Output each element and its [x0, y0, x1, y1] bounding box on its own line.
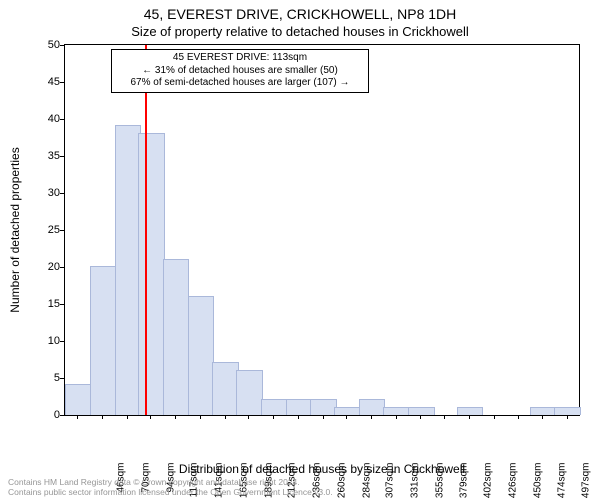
y-tick-mark: [60, 45, 64, 46]
y-tick-mark: [60, 119, 64, 120]
bar: [554, 407, 580, 415]
y-tick-label: 40: [48, 113, 60, 125]
bar: [188, 296, 214, 415]
y-tick-label: 45: [48, 76, 60, 88]
x-tick-mark: [346, 415, 347, 419]
attribution-footer: Contains HM Land Registry data © Crown c…: [8, 478, 333, 498]
bar: [408, 407, 434, 415]
x-tick-mark: [225, 415, 226, 419]
bar: [310, 399, 336, 415]
x-tick-mark: [175, 415, 176, 419]
bar: [530, 407, 556, 415]
bar: [115, 125, 141, 415]
y-tick-mark: [60, 230, 64, 231]
x-tick-label: 497sqm: [580, 463, 591, 500]
x-tick-mark: [567, 415, 568, 419]
bar: [457, 407, 483, 415]
x-tick-mark: [200, 415, 201, 419]
chart-title: Size of property relative to detached ho…: [0, 24, 600, 39]
bar: [383, 407, 409, 415]
y-tick-label: 25: [48, 224, 60, 236]
x-axis-label: Distribution of detached houses by size …: [64, 462, 580, 476]
y-tick-label: 35: [48, 150, 60, 162]
x-tick-mark: [494, 415, 495, 419]
x-tick-mark: [77, 415, 78, 419]
y-axis-label: Number of detached properties: [8, 147, 22, 312]
bar: [359, 399, 385, 415]
y-tick-label: 20: [48, 261, 60, 273]
x-tick-mark: [469, 415, 470, 419]
y-tick-mark: [60, 156, 64, 157]
x-tick-mark: [420, 415, 421, 419]
bar: [212, 362, 238, 415]
y-tick-mark: [60, 82, 64, 83]
y-tick-mark: [60, 193, 64, 194]
bar: [334, 407, 360, 415]
bar: [65, 384, 91, 415]
x-tick-mark: [248, 415, 249, 419]
footer-line-2: Contains public sector information licen…: [8, 488, 333, 498]
chart-container: 45, EVEREST DRIVE, CRICKHOWELL, NP8 1DH …: [0, 0, 600, 500]
y-tick-mark: [60, 378, 64, 379]
reference-line: [145, 45, 147, 415]
x-tick-mark: [273, 415, 274, 419]
annotation-box: 45 EVEREST DRIVE: 113sqm ← 31% of detach…: [111, 49, 369, 93]
x-tick-mark: [127, 415, 128, 419]
annotation-line-3: 67% of semi-detached houses are larger (…: [116, 77, 364, 90]
bar: [90, 266, 116, 415]
annotation-line-2: ← 31% of detached houses are smaller (50…: [116, 65, 364, 78]
x-tick-mark: [518, 415, 519, 419]
x-tick-mark: [102, 415, 103, 419]
plot-area: 45 EVEREST DRIVE: 113sqm ← 31% of detach…: [64, 44, 580, 416]
chart-supertitle: 45, EVEREST DRIVE, CRICKHOWELL, NP8 1DH: [0, 6, 600, 22]
y-tick-label: 15: [48, 298, 60, 310]
bars-layer: [65, 45, 579, 415]
x-tick-mark: [542, 415, 543, 419]
bar: [163, 259, 189, 415]
bar: [261, 399, 287, 415]
bar: [286, 399, 312, 415]
x-tick-mark: [323, 415, 324, 419]
annotation-line-1: 45 EVEREST DRIVE: 113sqm: [116, 52, 364, 65]
y-tick-mark: [60, 304, 64, 305]
x-tick-mark: [298, 415, 299, 419]
y-tick-label: 50: [48, 39, 60, 51]
bar: [138, 133, 164, 415]
x-tick-mark: [396, 415, 397, 419]
y-tick-mark: [60, 341, 64, 342]
x-tick-mark: [150, 415, 151, 419]
y-tick-label: 30: [48, 187, 60, 199]
y-tick-mark: [60, 267, 64, 268]
y-tick-mark: [60, 415, 64, 416]
x-tick-mark: [371, 415, 372, 419]
y-tick-label: 10: [48, 335, 60, 347]
bar: [236, 370, 262, 415]
x-tick-mark: [444, 415, 445, 419]
